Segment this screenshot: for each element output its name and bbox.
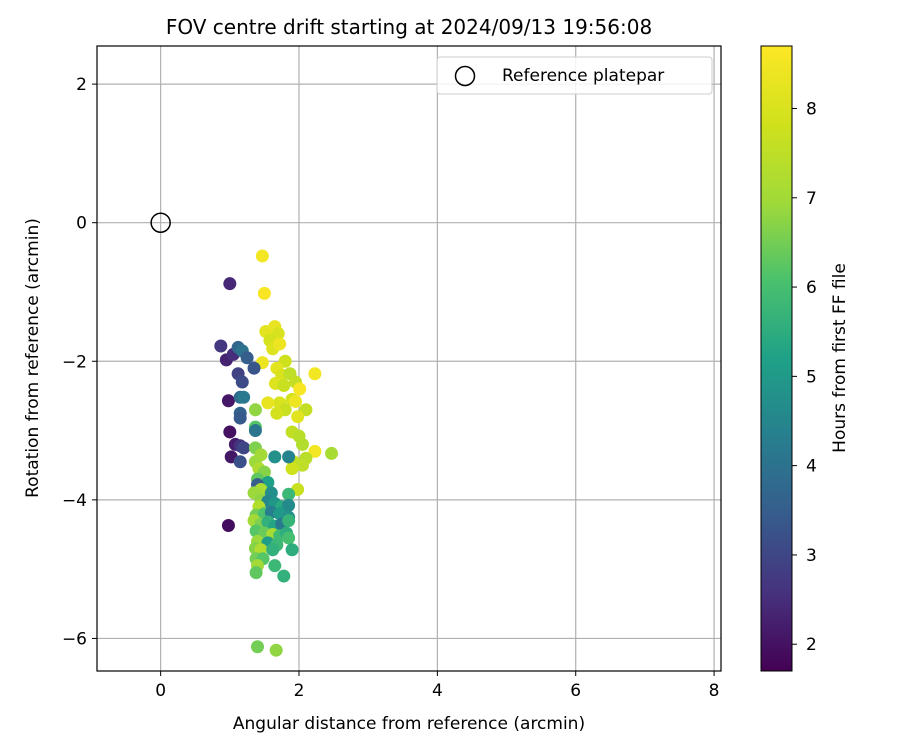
data-point bbox=[270, 406, 284, 420]
reference-marker-group bbox=[150, 212, 171, 233]
data-point bbox=[266, 543, 280, 557]
colorbar: 2 3 4 5 6 7 8 Hours from first FF file bbox=[760, 45, 850, 672]
data-point bbox=[295, 437, 309, 451]
x-axis-label: Angular distance from reference (arcmin) bbox=[233, 714, 585, 734]
x-axis-ticks: 0 2 4 6 8 bbox=[155, 671, 719, 701]
data-point bbox=[282, 498, 296, 512]
data-point bbox=[247, 361, 261, 375]
data-point bbox=[282, 487, 296, 501]
x-tick-label: 0 bbox=[155, 681, 166, 701]
data-point bbox=[282, 450, 296, 464]
data-points bbox=[214, 249, 339, 657]
data-point bbox=[248, 403, 262, 417]
x-tick-label: 2 bbox=[294, 681, 305, 701]
colorbar-tick-label: 3 bbox=[806, 546, 817, 566]
data-point bbox=[325, 446, 339, 460]
data-point bbox=[249, 566, 263, 580]
legend-marker bbox=[454, 65, 476, 87]
x-tick-label: 4 bbox=[432, 681, 443, 701]
data-point bbox=[233, 411, 247, 425]
data-point bbox=[268, 559, 282, 573]
data-point bbox=[223, 425, 237, 439]
data-point bbox=[308, 367, 322, 381]
data-point bbox=[233, 455, 247, 469]
data-point bbox=[237, 390, 251, 404]
data-point bbox=[223, 277, 237, 291]
legend: Reference platepar bbox=[436, 56, 713, 95]
colorbar-tick-label: 8 bbox=[806, 100, 817, 120]
data-point bbox=[291, 410, 305, 424]
colorbar-tick-label: 7 bbox=[806, 189, 817, 209]
y-axis-ticks: 2 0 −2 −4 −6 bbox=[62, 75, 97, 649]
y-axis-label: Rotation from reference (arcmin) bbox=[23, 218, 43, 498]
data-point bbox=[221, 518, 235, 532]
data-point bbox=[248, 424, 262, 438]
data-point bbox=[221, 394, 235, 408]
data-point bbox=[261, 396, 275, 410]
colorbar-tick-label: 2 bbox=[806, 635, 817, 655]
data-point bbox=[240, 351, 254, 365]
grid bbox=[97, 46, 721, 671]
reference-platepar-marker bbox=[150, 212, 171, 233]
chart-title: FOV centre drift starting at 2024/09/13 … bbox=[166, 15, 652, 39]
data-point bbox=[289, 394, 303, 408]
y-tick-label: 2 bbox=[76, 75, 87, 95]
colorbar-gradient bbox=[760, 45, 793, 672]
x-tick-label: 8 bbox=[709, 681, 720, 701]
data-point bbox=[250, 640, 264, 654]
plot-frame bbox=[96, 45, 722, 672]
data-point bbox=[257, 286, 271, 300]
y-tick-label: 0 bbox=[76, 214, 87, 234]
y-tick-label: −6 bbox=[62, 629, 87, 649]
data-point bbox=[293, 382, 307, 396]
colorbar-tick-label: 5 bbox=[806, 367, 817, 387]
colorbar-ticks: 2 3 4 5 6 7 8 bbox=[792, 100, 817, 655]
data-point bbox=[237, 441, 251, 455]
data-point bbox=[282, 531, 296, 545]
data-point bbox=[268, 450, 282, 464]
colorbar-tick-label: 4 bbox=[806, 457, 817, 477]
data-point bbox=[282, 514, 296, 528]
data-point bbox=[277, 569, 291, 583]
colorbar-tick-label: 6 bbox=[806, 278, 817, 298]
data-point bbox=[308, 444, 322, 458]
data-point bbox=[254, 448, 268, 462]
data-point bbox=[273, 337, 287, 351]
y-tick-label: −4 bbox=[62, 491, 87, 511]
colorbar-label: Hours from first FF file bbox=[830, 263, 850, 453]
data-point bbox=[269, 643, 283, 657]
data-point bbox=[214, 339, 228, 353]
data-point bbox=[235, 375, 249, 389]
data-point bbox=[255, 249, 269, 263]
x-tick-label: 6 bbox=[570, 681, 581, 701]
y-tick-label: −2 bbox=[62, 352, 87, 372]
data-point bbox=[285, 543, 299, 557]
legend-entry-label: Reference platepar bbox=[502, 66, 664, 86]
data-point bbox=[285, 462, 299, 476]
legend-box bbox=[436, 56, 713, 95]
data-point bbox=[277, 379, 291, 393]
data-point bbox=[295, 458, 309, 472]
